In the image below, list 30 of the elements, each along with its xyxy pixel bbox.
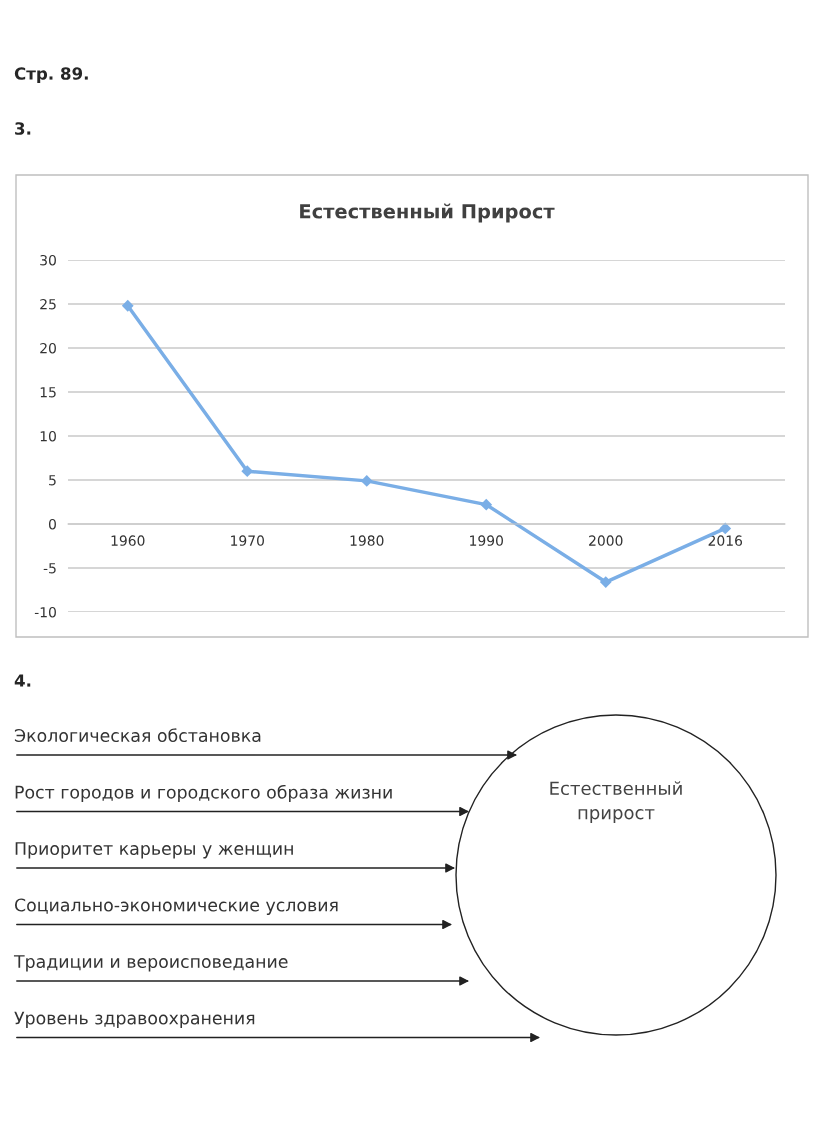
y-tick-label: 0 (48, 518, 56, 530)
point (121, 299, 134, 312)
y-tick-label: 30 (40, 254, 56, 266)
point (480, 498, 493, 511)
x-tick-label: 2000 (589, 535, 623, 546)
y-tick-label: 20 (40, 342, 56, 354)
text: Естественный прирост (550, 781, 682, 823)
y-tick-label: 10 (40, 430, 56, 442)
category-label: Экологическая обстановка (14, 728, 261, 743)
y-tick-label: 15 (40, 387, 56, 398)
x-tick-label: 2016 (708, 535, 743, 546)
text: 3. (15, 122, 31, 135)
y-tick-label: 5 (49, 475, 56, 486)
y-tick-label: -5 (43, 563, 56, 574)
y-tick-label: 25 (40, 298, 56, 310)
y-tick-label: -10 (34, 606, 56, 618)
text: 4. (14, 674, 31, 687)
point (719, 522, 732, 535)
text: Стр. 89. (14, 67, 88, 84)
x-tick-label: 1980 (350, 535, 384, 546)
x-tick-label: 1960 (111, 535, 145, 546)
x-tick-label: 1970 (231, 535, 264, 546)
category-label: Традиции и вероисповедание (13, 955, 288, 972)
chart-title: Естественный Прирост (300, 203, 555, 223)
x-tick-label: 1990 (470, 535, 503, 546)
point (599, 576, 612, 588)
category-label: Уровень здравоохранения (14, 1011, 255, 1028)
category-label: Приоритет карьеры у женщин (15, 842, 293, 859)
category-label: Рост городов и городского образа жизни (15, 784, 392, 803)
category-label: Социально-экономические условия (14, 898, 338, 915)
